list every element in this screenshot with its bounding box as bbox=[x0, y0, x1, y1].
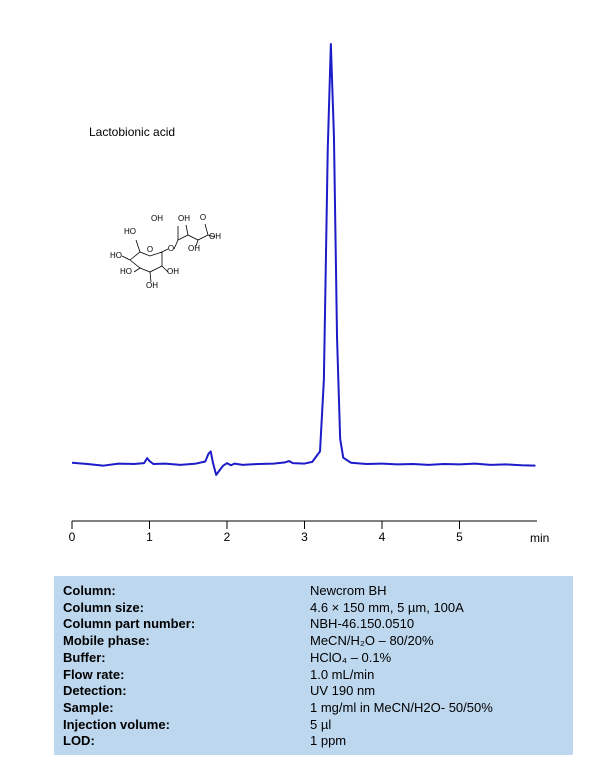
row-value: Newcrom BH bbox=[310, 583, 387, 598]
row-value: UV 190 nm bbox=[310, 683, 376, 699]
structure-label: OH bbox=[178, 214, 190, 223]
x-tick-label: 2 bbox=[224, 530, 231, 544]
row-label: Column part number: bbox=[63, 616, 196, 632]
row-label: Injection volume: bbox=[63, 716, 170, 732]
x-tick-label: 4 bbox=[379, 530, 386, 544]
annotation: Lactobionic acid bbox=[89, 125, 175, 139]
structure-label: HO bbox=[120, 267, 132, 276]
row-value: 1.0 mL/min bbox=[310, 666, 375, 682]
row-value: 1 mg/ml in MeCN/H2O- 50/50% bbox=[310, 699, 493, 715]
structure-label: OH bbox=[151, 214, 163, 223]
x-tick-label: 1 bbox=[146, 530, 153, 544]
structure-label: HO bbox=[124, 227, 136, 236]
structure-label: OH bbox=[209, 232, 221, 241]
row-label: Flow rate: bbox=[63, 666, 125, 682]
x-tick-label: 3 bbox=[301, 530, 308, 544]
x-tick-label: 5 bbox=[456, 530, 463, 544]
structure-label: O bbox=[200, 213, 206, 222]
structure-label: HO bbox=[110, 251, 122, 260]
row-value: MeCN/H₂O – 80/20% bbox=[310, 633, 434, 649]
structure-label: OH bbox=[146, 281, 158, 290]
row-value: 4.6 × 150 mm, 5 µm, 100A bbox=[310, 599, 464, 615]
row-label: Sample: bbox=[63, 699, 114, 715]
row-value: 5 µl bbox=[310, 716, 332, 732]
row-value: NBH-46.150.0510 bbox=[310, 616, 415, 632]
row-label: Buffer: bbox=[63, 649, 106, 665]
structure-label: O bbox=[147, 245, 153, 254]
trace bbox=[71, 43, 536, 476]
method-table: Column: Newcrom BH Column size: 4.6 × 150 m… bbox=[54, 576, 573, 755]
structure bbox=[121, 223, 216, 283]
structure-label: OH bbox=[167, 267, 179, 276]
row-value: HClO₄ – 0.1% bbox=[310, 649, 392, 665]
structure-label: OH bbox=[188, 244, 200, 253]
row-label: Column size: bbox=[63, 599, 144, 615]
row-label: Detection: bbox=[63, 683, 127, 699]
structure-label: O bbox=[168, 244, 174, 253]
row-label: LOD: bbox=[63, 733, 95, 749]
x-tick-label: 0 bbox=[69, 530, 76, 544]
x-axis-label: min bbox=[530, 531, 549, 545]
row-label: Column: bbox=[63, 583, 116, 598]
row-value: 1 ppm bbox=[310, 733, 347, 749]
row-label: Mobile phase: bbox=[63, 633, 150, 649]
